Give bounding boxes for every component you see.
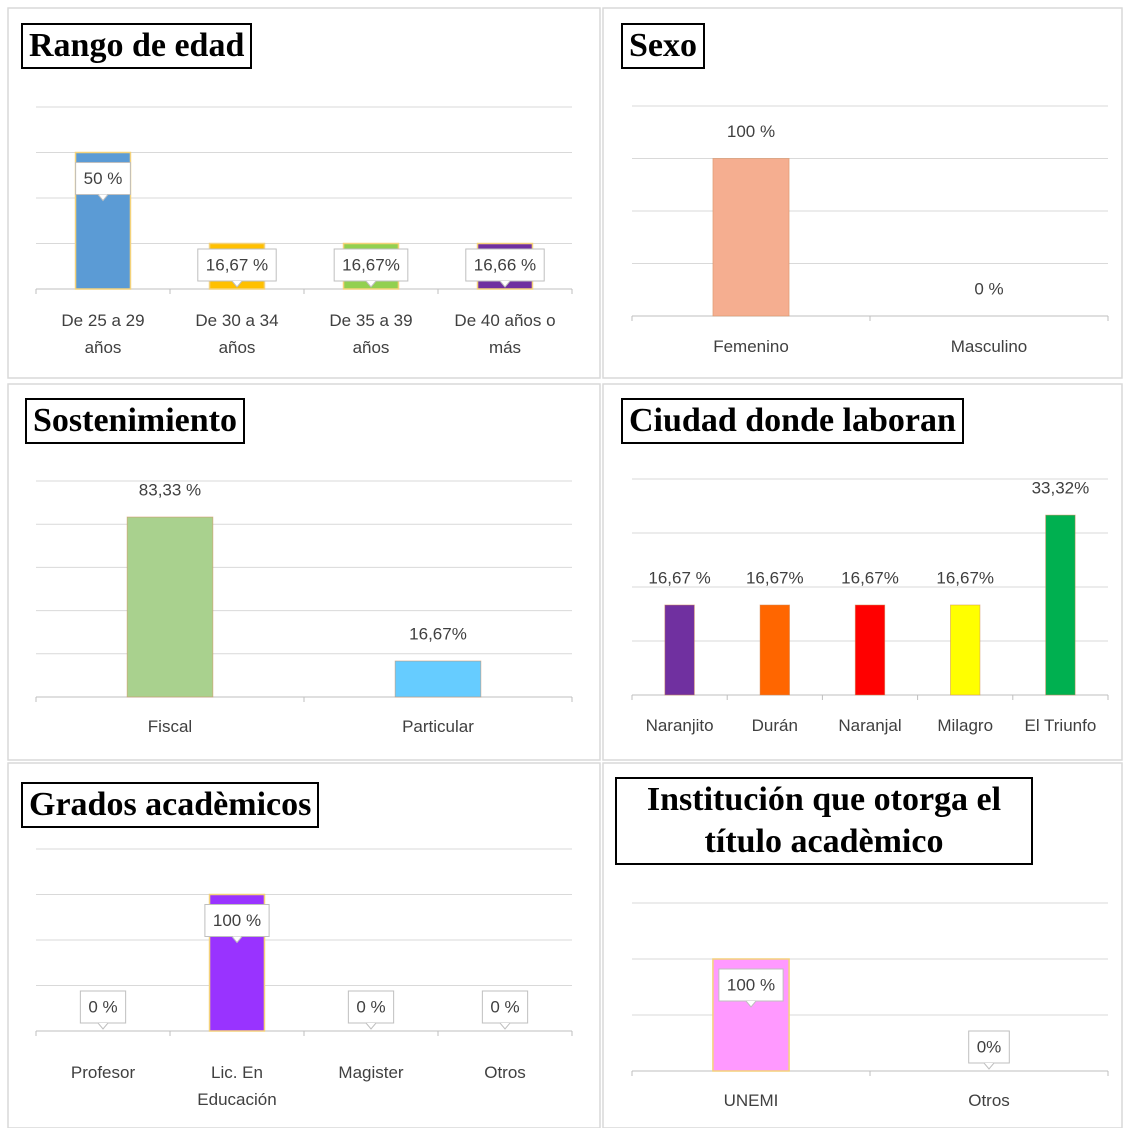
chart-title: Rango de edad [21, 23, 253, 69]
data-label-text: 100 % [727, 975, 775, 994]
x-tick-label: Milagro [937, 716, 993, 735]
label-pointer [365, 1022, 377, 1030]
bar [664, 604, 695, 696]
label-pointer [745, 1000, 757, 1008]
label-pointer [983, 1062, 995, 1070]
data-label-text: 16,67% [342, 255, 400, 274]
data-label: 0 % [974, 279, 1003, 298]
bar [950, 604, 981, 696]
x-tick-label: Otros [484, 1063, 526, 1082]
data-label-text: 0% [977, 1037, 1002, 1056]
panel [602, 383, 1123, 761]
x-tick-label: UNEMI [724, 1091, 779, 1110]
label-pointer [97, 1022, 109, 1030]
bar [854, 604, 886, 696]
x-tick-label: De 25 a 29 años [61, 311, 144, 357]
data-label: 0 % [347, 990, 395, 1030]
label-pointer [365, 280, 377, 288]
x-tick-label: De 30 a 34 años [195, 311, 278, 357]
chart-title: Sostenimiento [25, 398, 245, 444]
data-label-text: 50 % [84, 169, 123, 188]
x-tick-label: De 35 a 39 años [329, 311, 412, 357]
x-tick-label: De 40 años o más [454, 311, 555, 357]
bar [1045, 514, 1076, 696]
label-box [197, 248, 277, 282]
data-label-text: 16,66 % [474, 255, 536, 274]
data-label-text: 0 % [88, 997, 117, 1016]
x-tick-label: Naranjal [838, 716, 901, 735]
data-label: 16,67 % [648, 568, 710, 587]
data-label-text: 100 % [213, 911, 261, 930]
x-tick-label: Profesor [71, 1063, 136, 1082]
x-tick-label: Magister [338, 1063, 404, 1082]
data-label: 50 % [75, 162, 131, 202]
x-tick-label: Durán [752, 716, 798, 735]
label-box [481, 990, 529, 1024]
data-label: 100 % [204, 903, 270, 944]
chart-title: Sexo [621, 23, 705, 69]
x-tick-label: Otros [968, 1091, 1010, 1110]
label-pointer [231, 280, 243, 288]
data-label-text: 0 % [490, 997, 519, 1016]
label-box [333, 248, 409, 282]
x-tick-label: Femenino [713, 337, 789, 356]
data-label: 16,67% [746, 568, 804, 587]
label-box [79, 990, 127, 1024]
data-label: 33,32% [1032, 479, 1090, 498]
data-label: 83,33 % [139, 480, 201, 499]
chart-title: Institución que otorga el título acadèmi… [615, 777, 1033, 865]
bar [126, 516, 214, 698]
chart-title: Ciudad donde laboran [621, 398, 964, 444]
data-label: 16,67 % [197, 248, 277, 288]
data-label: 16,66 % [465, 248, 545, 288]
data-label: 16,67% [333, 248, 409, 288]
data-label: 16,67% [936, 568, 994, 587]
data-label: 100 % [718, 968, 784, 1008]
x-tick-label: Naranjito [646, 716, 714, 735]
data-label: 0 % [79, 990, 127, 1030]
data-label: 16,67% [409, 624, 467, 643]
data-label-text: 16,67 % [206, 255, 268, 274]
label-pointer [499, 280, 511, 288]
x-tick-label: Particular [402, 717, 474, 736]
x-tick-label: El Triunfo [1024, 716, 1096, 735]
data-label-text: 0 % [356, 997, 385, 1016]
label-pointer [499, 1022, 511, 1030]
x-tick-label: Fiscal [148, 717, 192, 736]
label-pointer [97, 194, 109, 202]
chart-title: Grados acadèmicos [21, 782, 320, 828]
data-label: 100 % [727, 122, 775, 141]
label-box [347, 990, 395, 1024]
data-label: 0% [968, 1030, 1010, 1070]
label-pointer [231, 936, 243, 944]
data-label: 0 % [481, 990, 529, 1030]
bar [712, 158, 790, 317]
data-label: 16,67% [841, 568, 899, 587]
bar [759, 604, 790, 696]
bar [394, 660, 482, 698]
x-tick-label: Masculino [951, 337, 1028, 356]
x-tick-label: Lic. En Educación [197, 1063, 276, 1109]
